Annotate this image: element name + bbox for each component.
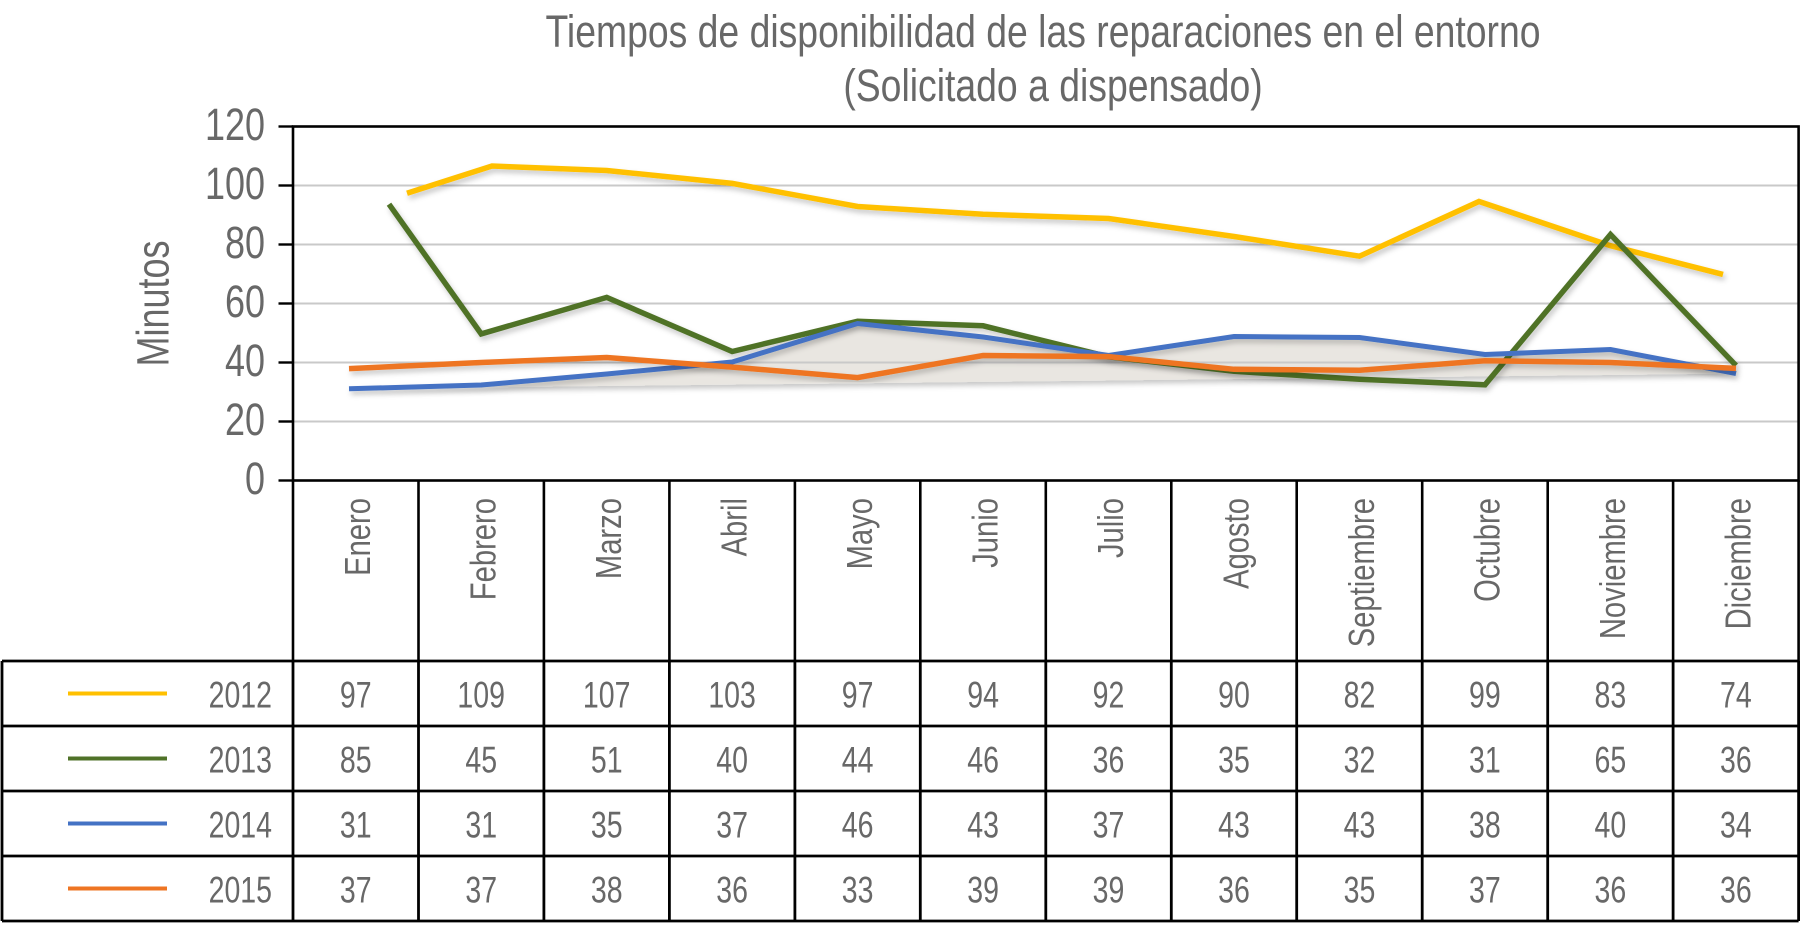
- svg-text:36: 36: [1218, 869, 1250, 910]
- svg-text:39: 39: [1093, 869, 1125, 910]
- svg-text:Minutos: Minutos: [128, 240, 179, 366]
- svg-text:Diciembre: Diciembre: [1718, 498, 1759, 629]
- svg-text:37: 37: [465, 869, 497, 910]
- svg-text:46: 46: [842, 804, 874, 845]
- svg-text:74: 74: [1720, 674, 1752, 715]
- svg-text:99: 99: [1469, 674, 1501, 715]
- svg-text:Noviembre: Noviembre: [1593, 498, 1634, 639]
- svg-text:36: 36: [1595, 869, 1627, 910]
- svg-text:38: 38: [591, 869, 623, 910]
- svg-text:60: 60: [225, 276, 265, 327]
- svg-text:33: 33: [842, 869, 874, 910]
- svg-text:44: 44: [842, 739, 874, 780]
- svg-text:109: 109: [457, 674, 505, 715]
- svg-text:2014: 2014: [209, 804, 272, 845]
- svg-text:97: 97: [842, 674, 874, 715]
- svg-text:Mayo: Mayo: [840, 498, 881, 569]
- svg-text:Julio: Julio: [1091, 498, 1132, 558]
- svg-text:Junio: Junio: [966, 498, 1007, 568]
- svg-text:45: 45: [465, 739, 497, 780]
- svg-text:39: 39: [967, 869, 999, 910]
- svg-text:38: 38: [1469, 804, 1501, 845]
- svg-text:46: 46: [967, 739, 999, 780]
- svg-text:40: 40: [716, 739, 748, 780]
- svg-text:20: 20: [225, 394, 265, 445]
- svg-text:34: 34: [1720, 804, 1752, 845]
- svg-text:37: 37: [1469, 869, 1501, 910]
- svg-text:32: 32: [1344, 739, 1376, 780]
- svg-text:0: 0: [245, 453, 265, 504]
- svg-text:83: 83: [1595, 674, 1627, 715]
- svg-text:37: 37: [716, 804, 748, 845]
- svg-text:120: 120: [205, 99, 265, 150]
- svg-text:37: 37: [1093, 804, 1125, 845]
- svg-text:82: 82: [1344, 674, 1376, 715]
- svg-text:90: 90: [1218, 674, 1250, 715]
- svg-text:100: 100: [205, 158, 265, 209]
- svg-text:35: 35: [1218, 739, 1250, 780]
- svg-text:36: 36: [1720, 739, 1752, 780]
- svg-text:36: 36: [1093, 739, 1125, 780]
- svg-text:Agosto: Agosto: [1216, 498, 1257, 589]
- svg-text:31: 31: [340, 804, 372, 845]
- svg-text:97: 97: [340, 674, 372, 715]
- svg-text:51: 51: [591, 739, 623, 780]
- svg-text:43: 43: [1218, 804, 1250, 845]
- svg-text:Tiempos de disponibilidad de l: Tiempos de disponibilidad de las reparac…: [545, 7, 1540, 57]
- svg-text:43: 43: [1344, 804, 1376, 845]
- svg-text:35: 35: [1344, 869, 1376, 910]
- svg-text:Enero: Enero: [338, 498, 379, 576]
- svg-text:85: 85: [340, 739, 372, 780]
- svg-text:31: 31: [465, 804, 497, 845]
- svg-text:40: 40: [1595, 804, 1627, 845]
- svg-text:Septiembre: Septiembre: [1342, 498, 1383, 647]
- svg-text:Marzo: Marzo: [589, 498, 630, 579]
- svg-text:92: 92: [1093, 674, 1125, 715]
- svg-text:35: 35: [591, 804, 623, 845]
- svg-text:31: 31: [1469, 739, 1501, 780]
- svg-text:Octubre: Octubre: [1467, 498, 1508, 602]
- svg-text:80: 80: [225, 217, 265, 268]
- svg-text:37: 37: [340, 869, 372, 910]
- svg-text:43: 43: [967, 804, 999, 845]
- svg-text:(Solicitado a dispensado): (Solicitado a dispensado): [843, 61, 1262, 111]
- svg-text:2012: 2012: [209, 674, 272, 715]
- svg-text:Febrero: Febrero: [464, 498, 505, 600]
- svg-text:107: 107: [583, 674, 631, 715]
- svg-text:103: 103: [708, 674, 756, 715]
- svg-text:94: 94: [967, 674, 999, 715]
- svg-text:65: 65: [1595, 739, 1627, 780]
- svg-text:2015: 2015: [209, 869, 272, 910]
- svg-text:Abril: Abril: [715, 498, 756, 556]
- svg-text:40: 40: [225, 335, 265, 386]
- svg-text:36: 36: [716, 869, 748, 910]
- svg-text:36: 36: [1720, 869, 1752, 910]
- svg-text:2013: 2013: [209, 739, 272, 780]
